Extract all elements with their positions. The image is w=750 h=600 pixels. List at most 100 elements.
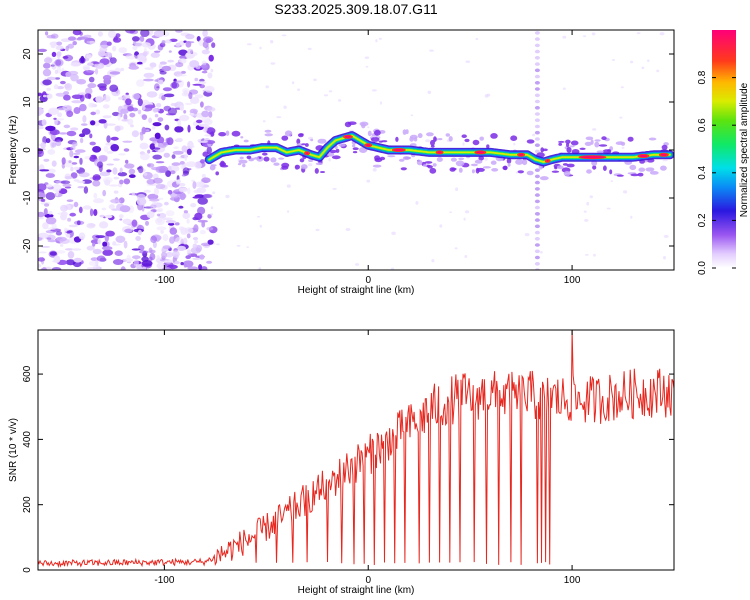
noise-blob bbox=[102, 189, 107, 197]
noise-blob bbox=[102, 74, 112, 81]
noise-blob bbox=[43, 208, 48, 216]
noise-blob bbox=[187, 266, 199, 270]
track-halo-blob bbox=[607, 149, 611, 152]
faint-blob bbox=[236, 244, 241, 247]
noise-blob bbox=[131, 130, 139, 138]
noise-blob bbox=[132, 36, 140, 42]
noise-blob bbox=[203, 193, 213, 199]
streak-blob bbox=[534, 249, 540, 254]
track-halo-blob bbox=[225, 130, 230, 136]
noise-blob bbox=[201, 70, 208, 74]
noise-blob bbox=[73, 179, 80, 182]
noise-blob bbox=[171, 154, 176, 159]
noise-blob bbox=[106, 163, 114, 166]
track-halo-blob bbox=[526, 139, 535, 144]
noise-blob bbox=[198, 39, 204, 47]
spectrogram-image bbox=[38, 30, 674, 270]
track-halo-blob bbox=[486, 144, 490, 149]
track-halo-blob bbox=[645, 167, 655, 172]
faint-blob bbox=[257, 216, 261, 218]
noise-blob bbox=[62, 183, 72, 187]
noise-blob bbox=[38, 48, 47, 53]
noise-blob bbox=[154, 114, 159, 118]
noise-blob bbox=[94, 175, 101, 180]
faint-blob bbox=[286, 184, 291, 188]
streak-blob bbox=[534, 87, 540, 91]
noise-blob bbox=[208, 111, 213, 118]
noise-blob bbox=[40, 142, 46, 149]
noise-blob bbox=[155, 183, 166, 190]
noise-blob bbox=[69, 150, 74, 158]
noise-blob bbox=[86, 245, 95, 251]
noise-blob bbox=[173, 80, 182, 83]
faint-blob bbox=[449, 211, 453, 213]
noise-blob bbox=[164, 124, 170, 131]
noise-blob bbox=[158, 143, 164, 148]
noise-blob bbox=[45, 217, 57, 225]
faint-blob bbox=[620, 86, 624, 89]
noise-blob bbox=[71, 248, 82, 251]
noise-blob bbox=[55, 230, 63, 236]
faint-blob bbox=[612, 59, 615, 61]
noise-blob bbox=[86, 54, 92, 59]
spectrogram-ytick-label: -10 bbox=[22, 190, 33, 205]
noise-blob bbox=[38, 92, 43, 97]
streak-blob bbox=[534, 237, 540, 241]
snr-ytick-label: 400 bbox=[22, 431, 33, 448]
noise-blob bbox=[192, 196, 201, 199]
faint-blob bbox=[246, 246, 249, 249]
noise-blob bbox=[119, 205, 131, 213]
noise-blob bbox=[46, 93, 53, 99]
track-halo-blob bbox=[402, 156, 411, 161]
track-halo-blob bbox=[395, 136, 399, 142]
noise-blob bbox=[70, 62, 81, 67]
faint-blob bbox=[378, 37, 382, 40]
noise-blob bbox=[102, 241, 108, 247]
track-halo-blob bbox=[413, 137, 418, 142]
noise-blob bbox=[184, 227, 194, 234]
track-halo-blob bbox=[616, 174, 624, 177]
track-halo-blob bbox=[310, 138, 314, 142]
track-halo-blob bbox=[273, 162, 280, 166]
noise-blob bbox=[125, 30, 136, 34]
noise-blob bbox=[176, 245, 186, 251]
track-halo-blob bbox=[451, 167, 457, 171]
faint-blob bbox=[540, 251, 543, 254]
noise-blob bbox=[131, 93, 141, 100]
track-halo-blob bbox=[424, 161, 433, 164]
faint-blob bbox=[656, 69, 660, 73]
streak-blob bbox=[534, 168, 540, 172]
noise-blob bbox=[168, 50, 172, 53]
noise-blob bbox=[53, 255, 61, 263]
faint-blob bbox=[465, 210, 470, 214]
streak-blob bbox=[534, 130, 540, 135]
track-halo-blob bbox=[427, 165, 433, 169]
noise-blob bbox=[141, 260, 153, 267]
track-hotspot-core bbox=[344, 135, 351, 138]
noise-blob bbox=[185, 255, 191, 259]
streak-blob bbox=[534, 218, 540, 222]
track-halo-blob bbox=[432, 163, 437, 167]
noise-blob bbox=[97, 50, 106, 57]
streak-blob bbox=[534, 193, 540, 197]
spectrogram-ylabel: Frequency (Hz) bbox=[8, 116, 19, 185]
track-halo-blob bbox=[329, 149, 337, 154]
noise-blob bbox=[146, 211, 155, 219]
noise-blob bbox=[65, 71, 72, 77]
noise-blob bbox=[144, 67, 154, 70]
noise-blob bbox=[45, 31, 49, 36]
noise-blob bbox=[182, 167, 190, 174]
noise-blob bbox=[118, 214, 124, 219]
noise-blob bbox=[190, 145, 195, 148]
noise-blob bbox=[137, 98, 143, 107]
noise-blob bbox=[156, 262, 165, 270]
noise-blob bbox=[131, 248, 141, 251]
noise-blob bbox=[46, 168, 56, 174]
noise-blob bbox=[154, 132, 161, 139]
noise-blob bbox=[190, 97, 200, 104]
faint-blob bbox=[328, 158, 331, 162]
noise-blob bbox=[64, 227, 68, 233]
noise-blob bbox=[92, 176, 97, 181]
spectrogram-xtick-label: 0 bbox=[365, 275, 371, 286]
